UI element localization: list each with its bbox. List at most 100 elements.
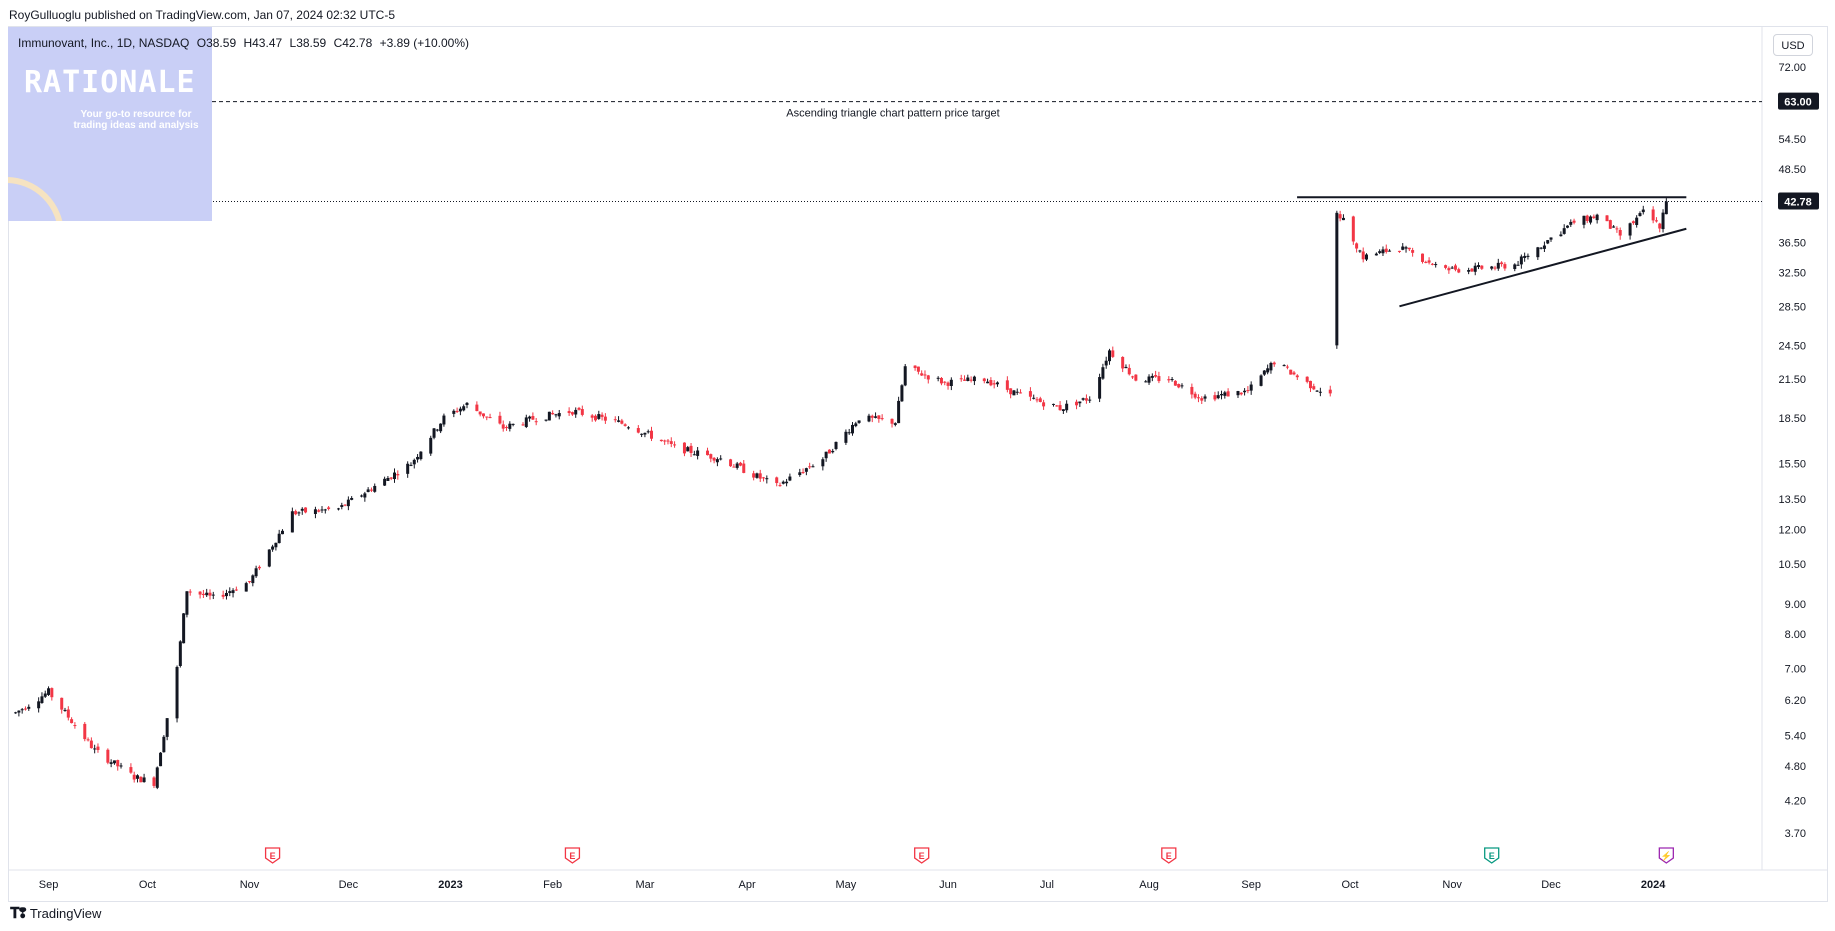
candle-body — [106, 749, 110, 763]
candle-body — [781, 481, 785, 484]
candle-body — [136, 775, 140, 779]
candle-body — [1384, 248, 1388, 252]
candle-body — [366, 489, 370, 493]
candle-body — [551, 412, 555, 415]
y-tick-label: 4.80 — [1785, 761, 1806, 773]
candle-body — [409, 464, 413, 466]
candle-body — [775, 477, 779, 484]
candle-body — [580, 409, 584, 415]
ohlc-open: O38.59 — [196, 36, 237, 50]
candle-body — [811, 466, 815, 468]
candle-body — [1434, 264, 1438, 266]
candle-body — [1582, 215, 1586, 225]
candle-body — [867, 415, 871, 422]
publisher-text: RoyGulluoglu published on TradingView.co… — [9, 8, 396, 22]
candle-body — [336, 508, 340, 510]
candle-body — [393, 472, 397, 480]
candle-body — [1592, 216, 1596, 218]
candle-body — [1546, 240, 1550, 244]
candle-body — [1364, 254, 1368, 260]
candle-body — [1453, 265, 1457, 270]
candle-body — [709, 454, 713, 459]
candle-body — [574, 409, 578, 415]
candle-body — [626, 427, 630, 429]
candle-body — [224, 592, 228, 597]
candle-body — [501, 424, 505, 429]
candle-body — [735, 463, 739, 468]
x-tick-label: May — [836, 879, 857, 891]
y-tick-label: 8.00 — [1785, 629, 1806, 641]
candle-body — [897, 400, 901, 424]
candle-body — [920, 373, 924, 376]
candle-body — [1664, 201, 1668, 215]
candle-body — [297, 512, 301, 514]
candle-body — [1285, 366, 1289, 368]
y-tick-label: 72.00 — [1778, 62, 1806, 74]
x-tick-label: Nov — [240, 879, 260, 891]
y-tick-label: 3.70 — [1785, 828, 1806, 840]
candle-body — [1565, 225, 1569, 228]
y-tick-label: 12.00 — [1778, 525, 1806, 537]
candle-body — [343, 504, 347, 506]
y-tick-label: 54.50 — [1778, 134, 1806, 146]
candle-body — [1167, 379, 1171, 381]
last-price-badge — [1778, 192, 1819, 210]
candle-body — [1104, 360, 1108, 366]
candle-body — [1015, 391, 1019, 393]
candle-body — [70, 719, 74, 724]
candle-body — [244, 583, 248, 592]
x-tick-label: Oct — [139, 879, 156, 891]
candle-body — [1121, 356, 1125, 369]
candle-body — [274, 542, 278, 548]
candle-body — [14, 712, 18, 714]
candle-body — [435, 429, 439, 431]
footer-brand[interactable]: 𝐓❢ TradingView — [10, 905, 101, 922]
candle-body — [73, 725, 77, 727]
candle-body — [304, 507, 308, 513]
y-tick-label: 18.50 — [1778, 413, 1806, 425]
candle-body — [96, 746, 100, 750]
candle-body — [165, 718, 169, 737]
x-tick-label: Sep — [39, 879, 59, 891]
candle-body — [1430, 263, 1434, 265]
candle-body — [1081, 398, 1085, 400]
candle-body — [827, 449, 831, 454]
candle-body — [1516, 264, 1520, 266]
candle-body — [1631, 221, 1635, 224]
candle-body — [185, 591, 189, 615]
candle-body — [323, 509, 327, 511]
logo-brand: RATIONALE — [24, 65, 196, 100]
currency-button[interactable]: USD — [1773, 34, 1813, 56]
candle-body — [346, 499, 350, 507]
candle-body — [1042, 402, 1046, 407]
candle-body — [109, 762, 113, 764]
candle-body — [313, 509, 317, 514]
candle-body — [1569, 221, 1573, 225]
candle-body — [567, 411, 571, 414]
earnings-marker-label: E — [919, 851, 925, 861]
candle-body — [139, 776, 143, 783]
earnings-marker-label: E — [1166, 851, 1172, 861]
candle-body — [1259, 375, 1263, 386]
candle-body — [729, 459, 733, 467]
candle-body — [682, 442, 686, 454]
candle-body — [1467, 270, 1471, 272]
candle-body — [1421, 253, 1425, 262]
x-tick-label: Dec — [1541, 879, 1561, 891]
candle-body — [389, 477, 393, 479]
y-tick-label: 48.50 — [1778, 164, 1806, 176]
candle-body — [416, 456, 420, 460]
candle-body — [963, 379, 967, 381]
candle-body — [1457, 269, 1461, 273]
candle-body — [577, 407, 581, 410]
candle-body — [824, 451, 828, 459]
candle-body — [788, 476, 792, 481]
candle-body — [1503, 264, 1507, 269]
candle-body — [646, 431, 650, 433]
candle-body — [982, 378, 986, 382]
candle-body — [696, 450, 700, 456]
candle-body — [659, 439, 663, 442]
candle-body — [854, 423, 858, 427]
candle-body — [1134, 374, 1138, 381]
